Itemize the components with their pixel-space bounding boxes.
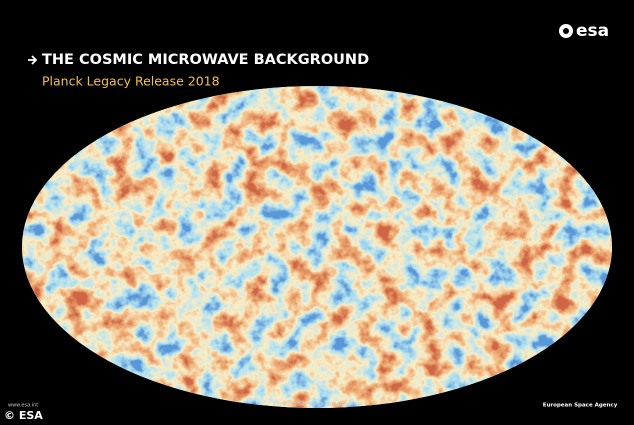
map-noise	[22, 86, 612, 408]
watermark: © ESA	[4, 409, 43, 422]
logo-text: esa	[576, 21, 609, 41]
agency: European Space Agency	[543, 403, 618, 409]
arrow-icon	[28, 55, 38, 65]
title: THE COSMIC MICROWAVE BACKGROUND	[42, 52, 369, 68]
logo-mark-inner	[563, 28, 569, 34]
cmb-map	[22, 86, 612, 408]
credit: Credit: ESA/Planck Collaboration	[273, 402, 363, 408]
subtitle: Planck Legacy Release 2018	[42, 74, 220, 89]
website: www.esa.int	[8, 403, 38, 409]
